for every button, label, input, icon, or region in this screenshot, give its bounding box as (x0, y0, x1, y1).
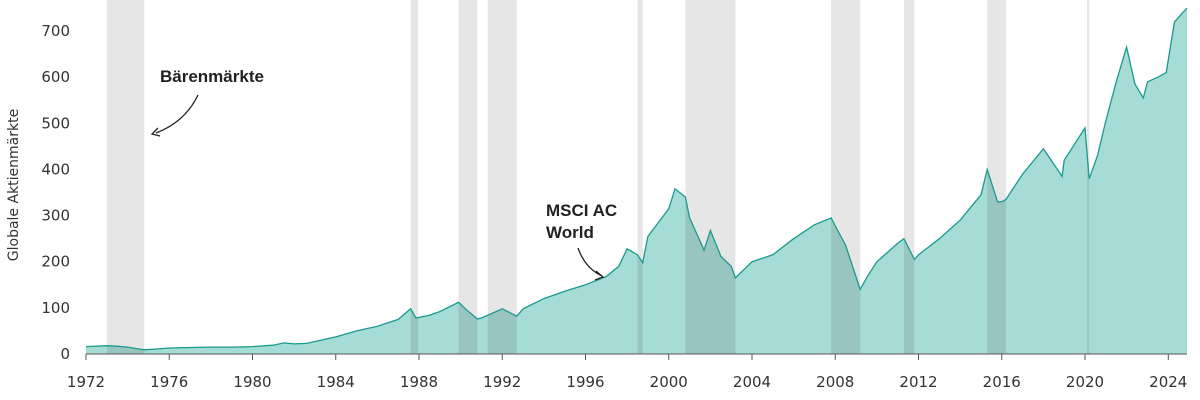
x-tick-1984: 1984 (317, 373, 355, 391)
x-tick-2016: 2016 (983, 373, 1021, 391)
x-tick-2008: 2008 (816, 373, 854, 391)
x-tick-1988: 1988 (400, 373, 438, 391)
annotation-msci-ac-world: MSCI AC World (546, 201, 622, 242)
bear-market-band-3 (487, 0, 517, 354)
annotation-arrow-msci (577, 247, 603, 277)
y-tick-300: 300 (41, 207, 70, 225)
bear-market-band-4 (637, 0, 643, 354)
y-tick-600: 600 (41, 68, 70, 86)
y-axis-label: Globale Aktienmärkte (6, 109, 22, 261)
x-tick-1992: 1992 (483, 373, 521, 391)
annotation-arrowhead-msci (594, 270, 605, 281)
annotation-arrowhead-baerenmaerkte (150, 127, 161, 137)
bear-market-band-7 (903, 0, 915, 354)
bear-market-band-2 (458, 0, 478, 354)
bear-market-band-1 (410, 0, 418, 354)
x-tick-2012: 2012 (899, 373, 937, 391)
x-tick-1980: 1980 (233, 373, 271, 391)
y-tick-200: 200 (41, 253, 70, 271)
annotation-msci-line-2: World (546, 223, 594, 242)
bear-market-band-0 (106, 0, 145, 354)
y-tick-100: 100 (41, 299, 70, 317)
annotation-msci-line-1: MSCI AC (546, 201, 617, 220)
y-tick-400: 400 (41, 160, 70, 178)
y-axis-ticks: 0 100 200 300 400 500 600 700 (41, 22, 70, 363)
annotation-arrow-baerenmaerkte (155, 94, 199, 134)
x-tick-1976: 1976 (150, 373, 188, 391)
y-tick-500: 500 (41, 114, 70, 132)
x-tick-2000: 2000 (650, 373, 688, 391)
x-tick-2020: 2020 (1066, 373, 1104, 391)
series-line-msci-ac-world (85, 7, 1188, 351)
x-tick-1996: 1996 (566, 373, 604, 391)
x-tick-2004: 2004 (733, 373, 771, 391)
series-area-msci-ac-world (86, 8, 1187, 354)
annotation-baerenmaerkte: Bärenmärkte (160, 67, 264, 86)
y-tick-700: 700 (41, 22, 70, 40)
x-axis-ticks: 1972 1976 1980 1984 1988 1992 1996 2000 2004 2008… (67, 354, 1187, 391)
x-tick-2024: 2024 (1149, 373, 1187, 391)
y-tick-0: 0 (60, 345, 70, 363)
x-tick-1972: 1972 (67, 373, 105, 391)
bear-market-overlay-9 (1087, 8, 1090, 354)
